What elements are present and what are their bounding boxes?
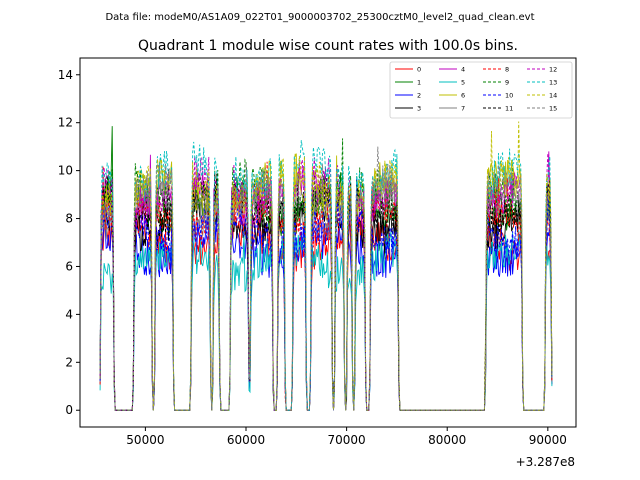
legend-label-4: 4 <box>461 66 465 74</box>
legend-label-0: 0 <box>417 66 421 74</box>
y-tick-label: 2 <box>65 355 73 369</box>
figure-suptitle: Data file: modeM0/AS1A09_022T01_90000037… <box>105 12 534 23</box>
legend-label-8: 8 <box>505 66 509 74</box>
legend-label-1: 1 <box>417 79 421 87</box>
legend-label-3: 3 <box>417 105 421 113</box>
legend-label-12: 12 <box>549 66 557 74</box>
y-tick-label: 8 <box>65 212 73 226</box>
chart-title: Quadrant 1 module wise count rates with … <box>138 38 518 54</box>
legend-label-14: 14 <box>549 92 557 100</box>
legend-label-5: 5 <box>461 79 465 87</box>
legend-label-10: 10 <box>505 92 513 100</box>
legend-label-15: 15 <box>549 105 557 113</box>
legend-label-13: 13 <box>549 79 557 87</box>
series-line-3 <box>99 186 553 411</box>
x-tick-label: 80000 <box>428 433 466 447</box>
legend-label-6: 6 <box>461 92 465 100</box>
y-tick-label: 10 <box>58 164 73 178</box>
plot-frame <box>79 57 577 428</box>
x-tick-label: 50000 <box>126 433 164 447</box>
y-tick-label: 12 <box>58 116 73 130</box>
x-offset-label: +3.287e8 <box>516 455 575 469</box>
legend-label-2: 2 <box>417 92 421 100</box>
legend-label-11: 11 <box>505 105 513 113</box>
y-tick-label: 14 <box>58 68 73 82</box>
x-tick-label: 90000 <box>529 433 567 447</box>
legend-box <box>389 61 573 119</box>
x-tick-label: 70000 <box>328 433 366 447</box>
series-line-15 <box>99 146 553 411</box>
y-tick-label: 0 <box>65 403 73 417</box>
legend-label-9: 9 <box>505 79 509 87</box>
y-tick-label: 4 <box>65 307 73 321</box>
x-tick-label: 60000 <box>227 433 265 447</box>
series-line-2 <box>99 213 553 411</box>
series-layer <box>99 121 553 411</box>
y-tick-label: 6 <box>65 259 73 273</box>
legend-label-7: 7 <box>461 105 465 113</box>
